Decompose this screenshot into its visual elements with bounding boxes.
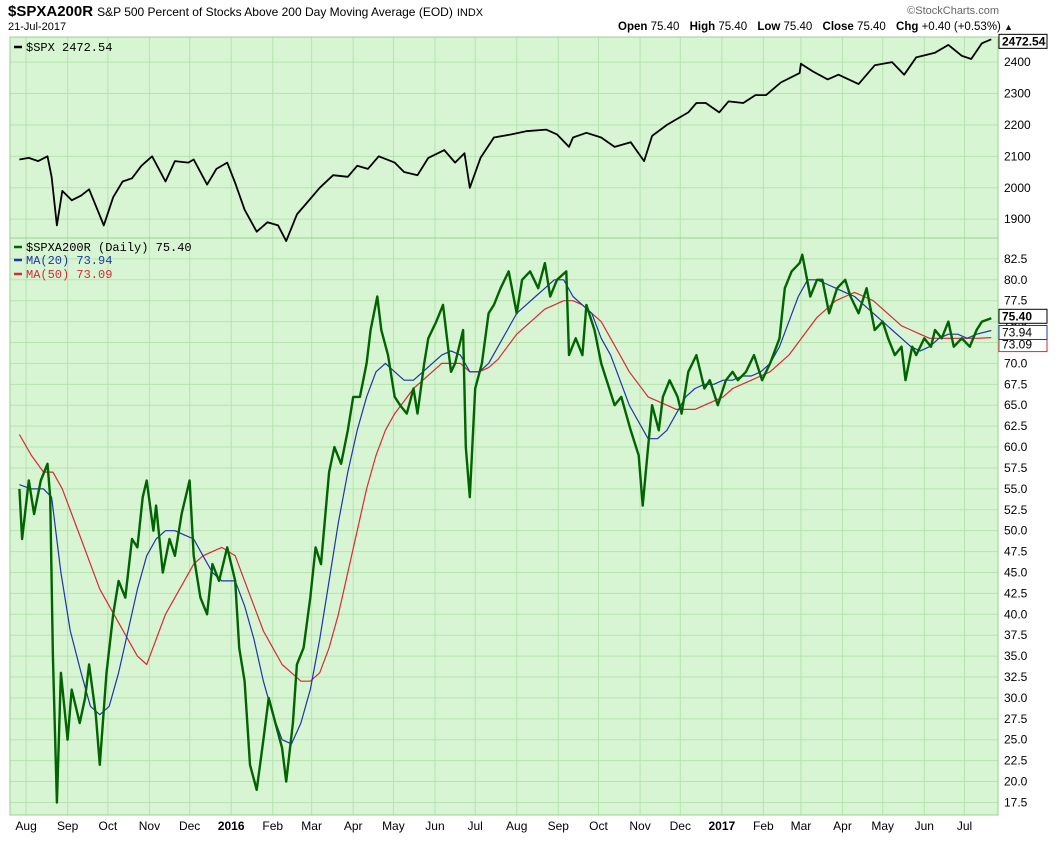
- x-tick-label: Sep: [57, 819, 79, 833]
- breadth-panel-border: [9, 237, 999, 816]
- description-label: S&P 500 Percent of Stocks Above 200 Day …: [97, 5, 453, 19]
- breadth-legend: $SPXA200R (Daily) 75.40: [26, 241, 192, 255]
- x-tick-label: Aug: [506, 819, 527, 833]
- ma50-line: [18, 291, 992, 682]
- x-tick-label: May: [871, 819, 894, 833]
- x-tick-label: May: [382, 819, 405, 833]
- x-tick-label: Jun: [915, 819, 934, 833]
- x-tick-label: Feb: [262, 819, 283, 833]
- breadth-y-tick-label: 17.5: [1004, 795, 1028, 809]
- breadth-y-tick-label: 32.5: [1004, 670, 1028, 684]
- x-tick-label: Jun: [425, 819, 444, 833]
- up-arrow-icon: ▲: [1004, 22, 1013, 32]
- ma20-line: [19, 279, 992, 745]
- spx-y-tick-label: 2000: [1004, 181, 1031, 195]
- chart-title: $SPXA200R S&P 500 Percent of Stocks Above…: [8, 3, 483, 21]
- spx-y-tick-label: 2400: [1004, 55, 1031, 69]
- breadth-y-tick-label: 67.5: [1004, 377, 1028, 391]
- breadth-y-tick-label: 20.0: [1004, 775, 1028, 789]
- x-tick-label: Nov: [139, 819, 160, 833]
- x-tick-label: Oct: [589, 819, 608, 833]
- breadth-y-tick-label: 60.0: [1004, 440, 1028, 454]
- x-tick-label: Sep: [548, 819, 570, 833]
- chg-value: +0.40 (+0.53%): [921, 21, 1001, 33]
- ma50-legend: MA(50) 73.09: [26, 268, 112, 282]
- breadth-tag: [998, 308, 1048, 324]
- x-tick-label: Feb: [753, 819, 774, 833]
- breadth-y-tick-label: 50.0: [1004, 524, 1028, 538]
- breadth-y-tick-label: 37.5: [1004, 628, 1028, 642]
- spx-tag: [998, 33, 1048, 49]
- x-tick-label: Oct: [99, 819, 118, 833]
- breadth-tag-value: 75.40: [1002, 309, 1032, 323]
- breadth-y-tick-label: 55.0: [1004, 482, 1028, 496]
- breadth-line: [18, 253, 992, 804]
- breadth-y-tick-label: 47.5: [1004, 545, 1028, 559]
- x-tick-label: Aug: [15, 819, 36, 833]
- breadth-y-tick-label: 42.5: [1004, 586, 1028, 600]
- chg-label: Chg: [896, 21, 919, 33]
- x-tick-label: Jul: [468, 819, 483, 833]
- breadth-y-tick-label: 57.5: [1004, 461, 1028, 475]
- x-tick-label: Dec: [179, 819, 200, 833]
- breadth-y-tick-label: 70.0: [1004, 356, 1028, 370]
- close-label: Close: [822, 21, 854, 33]
- x-tick-label: Dec: [670, 819, 691, 833]
- ma20-tag: [998, 324, 1048, 340]
- ma50-tag-value: 73.09: [1002, 338, 1032, 352]
- spx-tag-value: 2472.54: [1002, 34, 1046, 48]
- high-label: High: [689, 21, 716, 33]
- ma20-legend: MA(20) 73.94: [26, 254, 112, 268]
- x-tick-label: Apr: [344, 819, 363, 833]
- ohlc-readout: Open 75.40 High 75.40 Low 75.40 Close 75…: [618, 21, 1013, 33]
- breadth-y-tick-label: 27.5: [1004, 712, 1028, 726]
- breadth-y-tick-label: 65.0: [1004, 398, 1028, 412]
- spx-panel: [10, 37, 998, 238]
- spx-y-tick-label: 1900: [1004, 212, 1031, 226]
- x-tick-label: Mar: [301, 819, 322, 833]
- low-value: 75.40: [783, 21, 813, 33]
- x-tick-label: Jul: [957, 819, 972, 833]
- x-tick-label: Nov: [629, 819, 650, 833]
- x-tick-label: 2016: [218, 819, 245, 833]
- date-label: 21-Jul-2017: [8, 21, 67, 33]
- x-tick-label: Apr: [833, 819, 852, 833]
- breadth-y-tick-label: 25.0: [1004, 733, 1028, 747]
- exchange-label: INDX: [456, 7, 484, 19]
- breadth-y-tick-label: 62.5: [1004, 419, 1028, 433]
- breadth-y-tick-label: 52.5: [1004, 503, 1028, 517]
- open-label: Open: [618, 21, 648, 33]
- breadth-y-tick-label: 35.0: [1004, 649, 1028, 663]
- stockcharts-logo: ©StockCharts.com: [907, 5, 999, 17]
- low-label: Low: [757, 21, 781, 33]
- x-tick-label: Mar: [791, 819, 812, 833]
- spx-line: [19, 38, 992, 242]
- spx-y-tick-label: 2200: [1004, 118, 1031, 132]
- breadth-y-tick-label: 82.5: [1004, 252, 1028, 266]
- spx-y-tick-label: 2300: [1004, 87, 1031, 101]
- x-tick-label: 2017: [708, 819, 735, 833]
- spx-y-tick-label: 2100: [1004, 149, 1031, 163]
- high-value: 75.40: [718, 21, 748, 33]
- breadth-y-tick-label: 80.0: [1004, 273, 1028, 287]
- spx-legend: $SPX 2472.54: [26, 41, 112, 55]
- breadth-y-tick-label: 77.5: [1004, 294, 1028, 308]
- breadth-y-tick-label: 40.0: [1004, 607, 1028, 621]
- ma20-tag-value: 73.94: [1002, 325, 1032, 339]
- breadth-y-tick-label: 22.5: [1004, 754, 1028, 768]
- close-value: 75.40: [857, 21, 886, 33]
- breadth-y-tick-label: 30.0: [1004, 691, 1028, 705]
- breadth-y-tick-label: 45.0: [1004, 565, 1028, 579]
- symbol-label: $SPXA200R: [8, 3, 94, 20]
- open-value: 75.40: [650, 21, 680, 33]
